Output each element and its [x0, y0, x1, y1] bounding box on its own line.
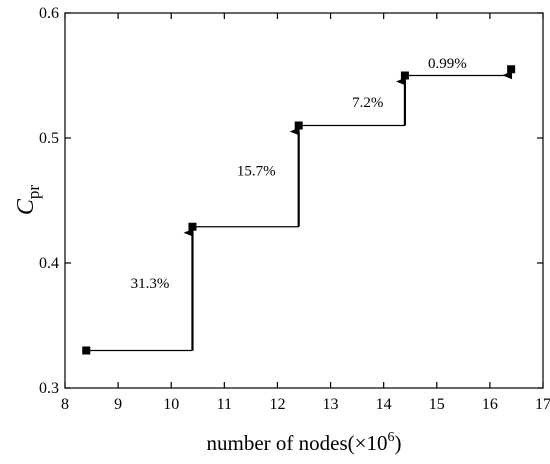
annotations: 31.3% 15.7% 7.2% 0.99%	[131, 56, 467, 292]
x-tick-label: 15	[429, 396, 445, 413]
x-axis-title-text: number of nodes(×10	[207, 431, 388, 455]
x-axis-ticks: 8 9 10 11 12 13 14 15 16 17	[61, 13, 550, 413]
data-point	[82, 346, 91, 355]
x-axis-title-sup: 6	[387, 430, 394, 445]
x-tick-label: 8	[61, 396, 69, 413]
y-axis-title-sub: pr	[24, 185, 43, 200]
annotation-label: 0.99%	[428, 56, 467, 72]
y-tick-label: 0.6	[39, 5, 59, 22]
data-point	[400, 71, 409, 80]
x-axis-title-close: )	[394, 431, 401, 455]
annotation-label: 15.7%	[237, 164, 276, 180]
annotation-label: 31.3%	[131, 276, 170, 292]
y-tick-label: 0.5	[39, 130, 59, 147]
data-markers	[82, 65, 516, 355]
y-axis-title: Cpr	[13, 185, 43, 216]
x-axis-title: number of nodes(×106)	[207, 430, 402, 455]
x-tick-label: 16	[482, 396, 498, 413]
x-tick-label: 14	[376, 396, 392, 413]
y-tick-label: 0.3	[39, 380, 59, 397]
x-tick-label: 13	[323, 396, 339, 413]
data-point	[507, 65, 516, 74]
y-axis-ticks: 0.3 0.4 0.5 0.6	[39, 5, 543, 397]
y-axis-title-main: C	[13, 198, 39, 215]
x-tick-label: 12	[269, 396, 285, 413]
annotation-label: 7.2%	[352, 95, 383, 111]
x-tick-label: 10	[163, 396, 179, 413]
y-tick-label: 0.4	[39, 255, 59, 272]
step-lines	[86, 71, 513, 352]
data-point	[294, 121, 303, 130]
data-point	[188, 222, 197, 231]
x-tick-label: 11	[217, 396, 232, 413]
x-tick-label: 9	[114, 396, 122, 413]
x-tick-label: 17	[535, 396, 550, 413]
plot-frame	[64, 12, 544, 389]
